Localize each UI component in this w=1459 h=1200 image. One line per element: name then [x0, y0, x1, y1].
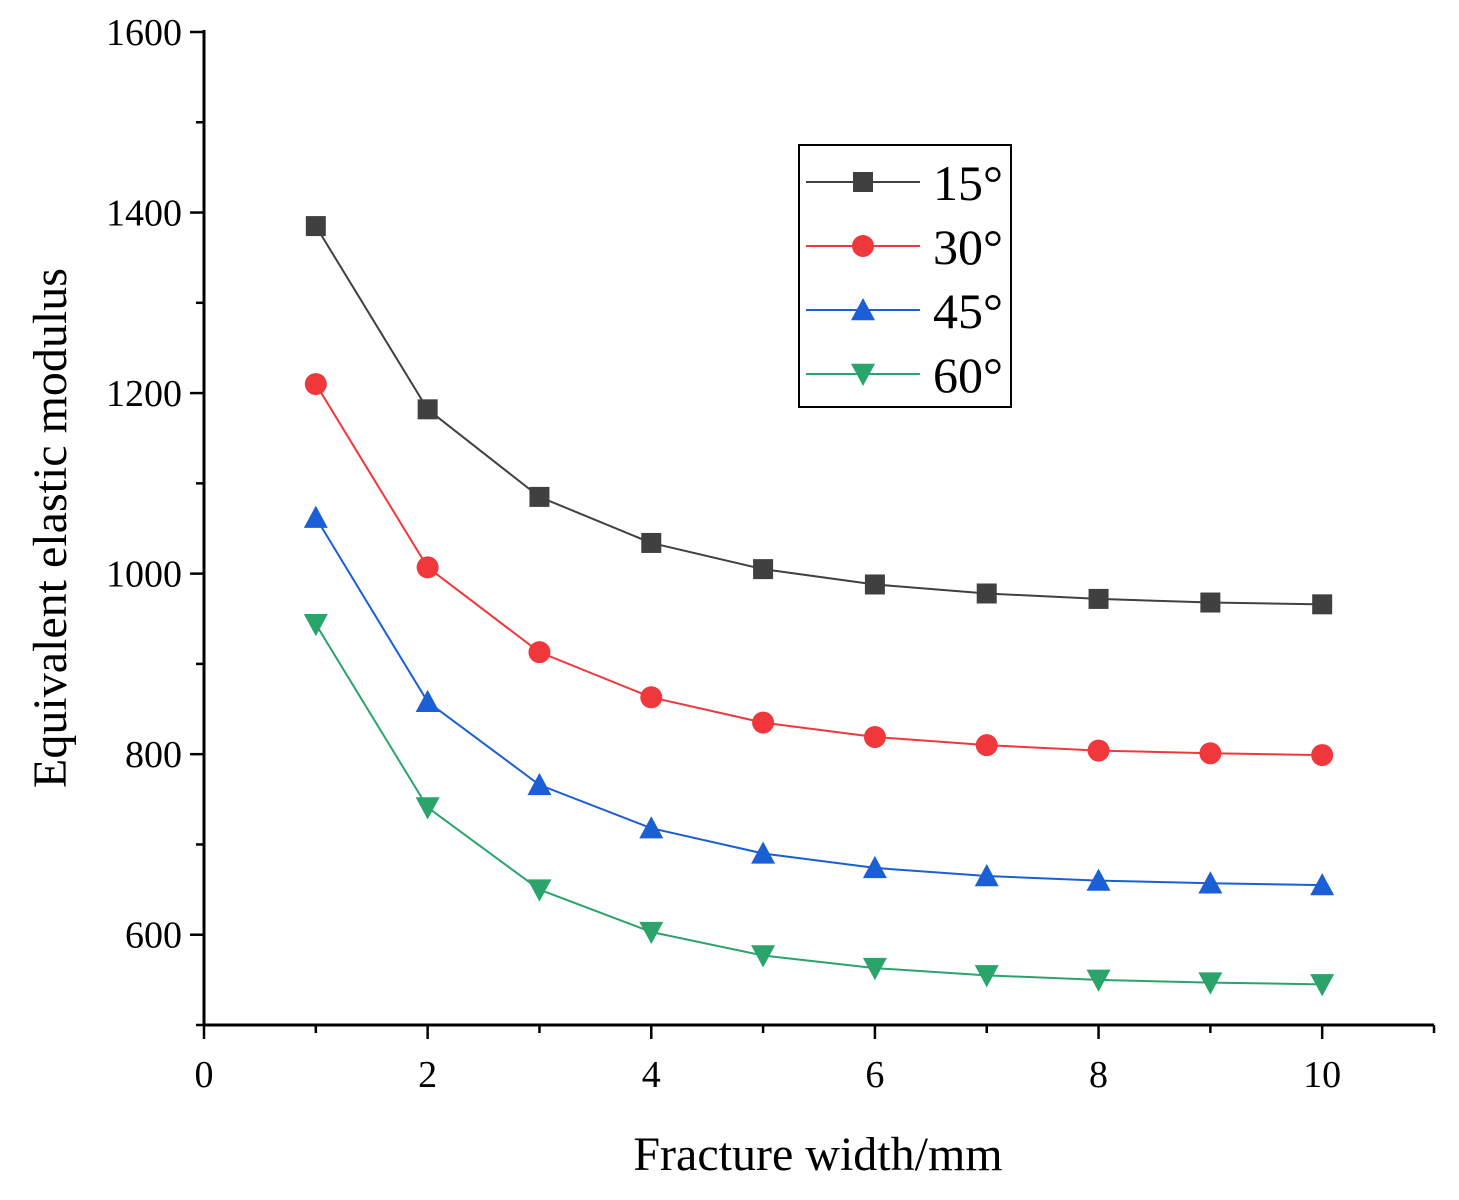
data-point: [752, 711, 775, 734]
x-axis-title: Fracture width/mm: [633, 1128, 1002, 1181]
data-point: [639, 921, 664, 945]
y-tick-label: 1000: [106, 554, 182, 596]
data-point: [305, 216, 326, 237]
data-point: [529, 486, 550, 507]
axes: 0 2 4 6 8 10 600 800 1000 1200 1400 1600: [106, 12, 1436, 1096]
x-tick-label: 0: [195, 1054, 214, 1096]
data-point: [416, 556, 439, 579]
data-point: [1310, 974, 1335, 997]
x-tick-label: 8: [1089, 1054, 1108, 1096]
data-point: [862, 957, 887, 981]
series-layer: [303, 216, 1335, 997]
data-point: [976, 583, 997, 604]
series-line: [314, 383, 1323, 757]
data-point: [974, 965, 999, 988]
y-axis-title: Equivalent elastic modulus: [24, 268, 77, 788]
series-line: [314, 517, 1323, 887]
data-point: [303, 613, 328, 637]
data-point: [303, 505, 328, 528]
data-point: [1200, 592, 1221, 613]
legend-label: 45°: [933, 283, 1003, 339]
data-point: [751, 945, 776, 968]
series-line: [314, 623, 1323, 986]
y-tick-label: 800: [125, 734, 182, 776]
data-point: [862, 855, 887, 879]
data-point: [1198, 972, 1223, 995]
data-point: [1086, 969, 1111, 992]
data-point: [415, 797, 440, 820]
data-point: [1087, 739, 1110, 762]
y-tick-label: 1400: [106, 193, 182, 235]
data-point: [1312, 594, 1333, 615]
data-point: [975, 734, 998, 757]
legend-marker: [852, 235, 874, 257]
x-tick-label: 2: [418, 1054, 437, 1096]
data-point: [415, 689, 440, 713]
series-line: [314, 225, 1323, 606]
data-point: [1198, 871, 1223, 894]
data-point: [304, 373, 327, 396]
x-tick-label: 6: [865, 1054, 884, 1096]
series-2: [304, 373, 1334, 767]
data-point: [753, 559, 774, 580]
data-point: [1311, 744, 1334, 767]
legend-marker: [853, 172, 873, 192]
data-point: [1199, 742, 1222, 765]
data-point: [1088, 588, 1109, 609]
data-point: [1086, 868, 1111, 891]
legend-label: 60°: [933, 347, 1003, 403]
x-tick-label: 10: [1303, 1054, 1341, 1096]
data-point: [528, 641, 551, 664]
series-4: [303, 613, 1335, 997]
data-point: [1310, 873, 1335, 896]
legend-marker: [851, 363, 875, 386]
y-tick-label: 1200: [106, 373, 182, 415]
series-3: [303, 505, 1335, 896]
y-tick-label: 600: [125, 915, 182, 957]
data-point: [640, 686, 663, 709]
legend: 15° 30° 45° 60°: [798, 144, 1012, 408]
data-point: [751, 841, 776, 864]
series-1: [305, 216, 1333, 615]
data-point: [527, 879, 552, 902]
data-point: [641, 532, 662, 553]
legend-label: 30°: [933, 219, 1003, 275]
legend-label: 15°: [933, 155, 1003, 211]
legend-marker: [851, 298, 875, 321]
data-point: [863, 726, 886, 749]
x-tick-label: 4: [642, 1054, 661, 1096]
data-point: [974, 864, 999, 887]
data-point: [639, 816, 664, 839]
data-point: [864, 574, 885, 595]
data-point: [527, 772, 552, 796]
legend-box: [798, 144, 1012, 408]
y-tick-label: 1600: [106, 12, 182, 54]
data-point: [417, 399, 438, 420]
